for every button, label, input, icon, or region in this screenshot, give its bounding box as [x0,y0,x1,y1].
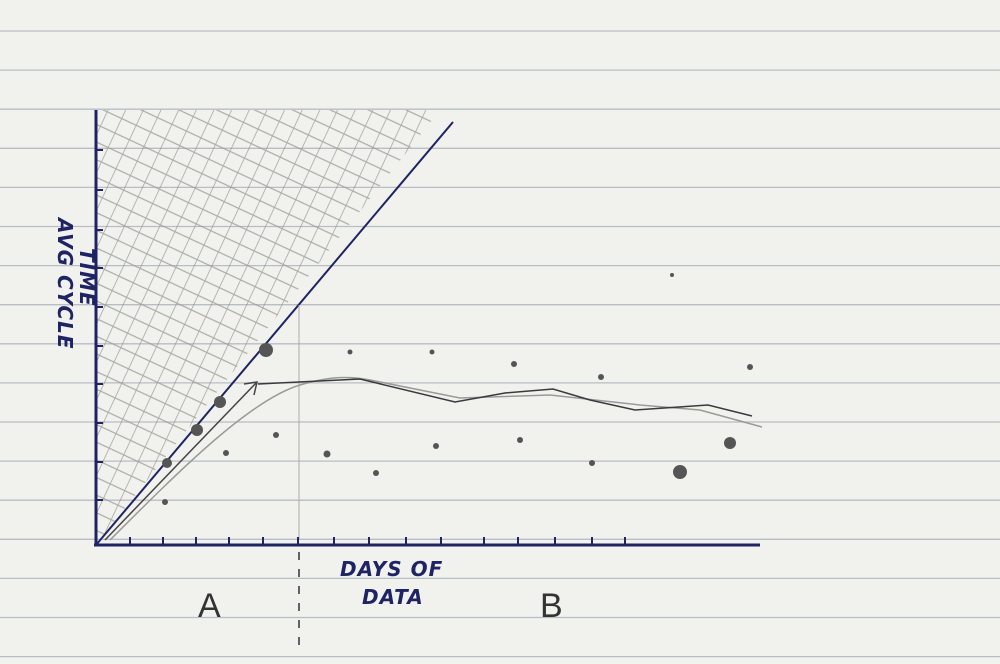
arrow-head [243,381,258,396]
dot [517,437,523,443]
dot [673,465,687,479]
dot [214,396,226,408]
ticks [96,149,626,545]
dot [259,343,273,357]
dot [191,424,203,436]
dot [162,458,172,468]
dot [162,499,168,505]
dot [273,432,279,438]
dot [373,470,379,476]
x-axis-label: DATA [362,585,424,609]
diagonal-boundary [95,121,454,546]
trend-line [109,376,763,541]
hatched-region [96,110,440,545]
region-label: B [540,587,563,625]
average-line [257,378,753,417]
dot [223,450,229,456]
dot [724,437,736,449]
y-axis-label: AVG CYCLE [53,216,77,350]
dot [747,364,753,370]
dot [323,450,331,458]
dot [433,443,439,449]
dot [429,349,435,355]
dot [347,349,353,355]
data-dots [162,273,753,505]
arrow-line [104,382,257,541]
y-label-group: AVG CYCLE TIME [53,216,99,350]
dot [589,460,595,466]
dot [511,361,517,367]
region-label: A [198,587,221,625]
dot [670,273,674,277]
y-axis-label: TIME [75,248,99,307]
dot [598,374,604,380]
x-axis-label: DAYS OF [340,557,443,581]
